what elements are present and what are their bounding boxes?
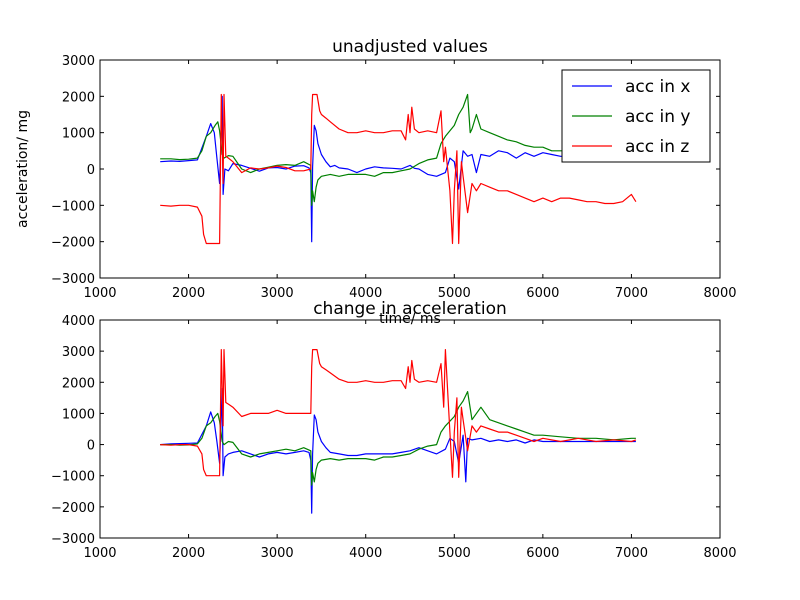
y-tick-label: 0	[87, 439, 95, 454]
y-tick-label: 2000	[62, 90, 95, 105]
chart-change-in-acceleration: 1000 2000 3000 4000 5000 6000 7000 8000 −3000 −20…	[51, 314, 737, 561]
y-tick-label: −3000	[51, 532, 95, 547]
y-tick-label: 3000	[62, 54, 95, 69]
x-tick-label: 8000	[703, 286, 736, 301]
chart-title-unadjusted: unadjusted values	[332, 37, 488, 57]
y-tick-label: 4000	[62, 314, 95, 329]
series-line-1-1	[160, 391, 636, 486]
axes-frame-bottom	[99, 319, 721, 539]
y-tick-label: 3000	[62, 345, 95, 360]
legend-label-acc-y: acc in y	[625, 107, 690, 127]
series-line-0-2	[160, 93, 637, 245]
y-tick-label: −1000	[51, 470, 95, 485]
y-tick-label: 1000	[62, 407, 95, 422]
y-tick-label: −2000	[51, 501, 95, 516]
legend: acc in x acc in y acc in z	[561, 69, 711, 163]
x-axis-label: time/ ms	[379, 311, 441, 327]
x-tick-label: 2000	[172, 546, 205, 561]
x-tick-label: 2000	[172, 286, 205, 301]
x-tick-label: 8000	[703, 546, 736, 561]
x-tick-label: 6000	[526, 286, 559, 301]
x-tick-label: 3000	[261, 286, 294, 301]
x-tick-label: 4000	[349, 546, 382, 561]
chart-unadjusted-values: unadjusted values acceleration/ mg 1000 2…	[15, 37, 737, 301]
plot-area-top	[160, 93, 637, 245]
y-tick-label: 1000	[62, 127, 95, 142]
x-tick-label: 3000	[261, 546, 294, 561]
y-tick-label: 0	[87, 163, 95, 178]
legend-label-acc-x: acc in x	[625, 77, 690, 97]
plot-area-bottom	[160, 349, 637, 514]
x-tick-label: 5000	[438, 286, 471, 301]
series-line-1-0	[160, 387, 636, 514]
x-tick-label: 1000	[83, 546, 116, 561]
y-tick-label: −3000	[51, 272, 95, 287]
x-tick-label: 5000	[438, 546, 471, 561]
y-tick-label: 2000	[62, 376, 95, 391]
x-tick-label: 4000	[349, 286, 382, 301]
series-line-1-2	[160, 349, 637, 478]
x-tick-label: 1000	[83, 286, 116, 301]
y-tick-label: −2000	[51, 236, 95, 251]
y-tick-label: −1000	[51, 199, 95, 214]
x-tick-label: 7000	[615, 546, 648, 561]
y-axis-label: acceleration/ mg	[15, 110, 31, 228]
chart-title-change: change in acceleration	[313, 299, 507, 319]
ticks-top: 1000 2000 3000 4000 5000 6000 7000 8000 −3000 −20…	[51, 54, 737, 301]
x-tick-label: 6000	[526, 546, 559, 561]
legend-label-acc-z: acc in z	[625, 137, 689, 157]
x-tick-label: 7000	[615, 286, 648, 301]
ticks-bottom: 1000 2000 3000 4000 5000 6000 7000 8000 −3000 −20…	[51, 314, 737, 561]
